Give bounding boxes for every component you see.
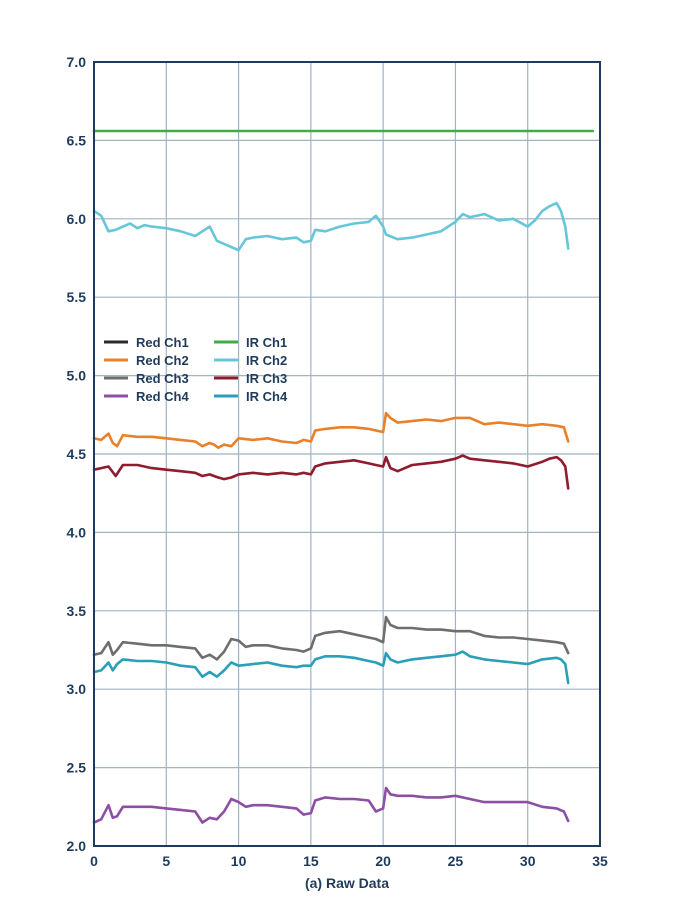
y-tick-label: 6.0 [67,211,87,227]
y-tick-label: 5.5 [67,289,87,305]
y-tick-label: 3.5 [67,603,87,619]
x-tick-label: 35 [592,853,608,869]
legend-label-red-ch1: Red Ch1 [136,335,189,350]
legend-label-ir-ch4: IR Ch4 [246,389,288,404]
y-tick-label: 2.5 [67,760,87,776]
x-axis-label: (a) Raw Data [305,875,389,891]
legend-label-ir-ch3: IR Ch3 [246,371,287,386]
y-tick-label: 4.0 [67,524,87,540]
series-red-ch2-line [92,411,570,450]
y-tick-label: 4.5 [67,446,87,462]
y-tick-label: 3.0 [67,681,87,697]
x-tick-label: 10 [231,853,247,869]
y-tick-labels: 2.0 2.5 3.0 3.5 4.0 4.5 5.0 5.5 6.0 6.5 7.0 [67,54,87,854]
x-tick-label: 20 [375,853,391,869]
legend-label-red-ch2: Red Ch2 [136,353,189,368]
series-ir-ch3-line [92,454,570,490]
legend-label-red-ch3: Red Ch3 [136,371,189,386]
y-tick-label: 5.0 [67,368,87,384]
x-tick-label: 15 [303,853,319,869]
legend-label-ir-ch1: IR Ch1 [246,335,287,350]
x-tick-label: 0 [90,853,98,869]
series-ir-ch2-line [92,201,570,252]
y-tick-label: 2.0 [67,838,87,854]
series-ir-ch4-line [92,650,570,685]
legend: Red Ch1 Red Ch2 Red Ch3 Red Ch4 IR Ch1 IR Ch2… [104,335,288,404]
series-lines [92,129,595,824]
x-tick-label: 5 [162,853,170,869]
series-red-ch4-line [92,786,570,824]
x-tick-labels: 0 5 10 15 20 25 30 35 [90,853,608,869]
y-tick-label: 6.5 [67,132,87,148]
legend-label-ir-ch2: IR Ch2 [246,353,287,368]
series-red-ch3-line [92,615,570,661]
x-tick-label: 25 [448,853,464,869]
grid-lines [93,61,601,847]
legend-label-red-ch4: Red Ch4 [136,389,190,404]
y-tick-label: 7.0 [67,54,87,70]
plot-frame [93,61,601,847]
x-tick-label: 30 [520,853,536,869]
